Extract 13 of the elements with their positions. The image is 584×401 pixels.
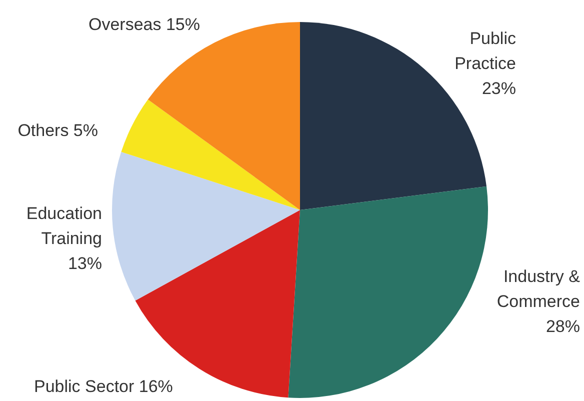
data-label: 28% <box>546 317 580 336</box>
pie-slice <box>112 152 300 301</box>
slice-label: Public Sector 16% <box>34 377 173 396</box>
pie-slice <box>135 210 300 398</box>
slice-label: Others 5% <box>18 121 98 140</box>
slice-label: Public Practice <box>454 29 516 73</box>
slice-label: Industry & Commerce <box>496 267 581 311</box>
pie-slice <box>121 99 300 210</box>
data-label: 13% <box>68 254 102 273</box>
slice-label: Overseas 15% <box>88 15 200 34</box>
pie-slice <box>288 186 488 398</box>
data-label: 23% <box>482 79 516 98</box>
slice-label: Education Training <box>26 204 102 248</box>
